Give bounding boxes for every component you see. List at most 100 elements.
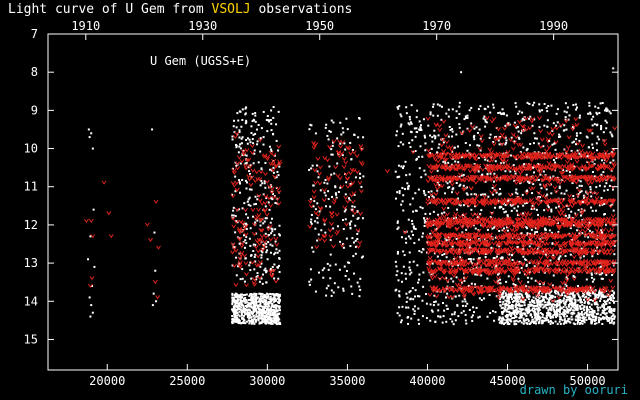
quiescence-dot [245,293,248,296]
observation-dot [606,108,609,111]
outburst-dot [253,119,256,122]
observation-dot [410,230,413,233]
quiescence-dot [608,301,611,304]
observation-dot [598,273,601,276]
fainter-than-mark [601,177,606,182]
quiescence-dot [564,302,567,305]
fainter-than-mark [435,174,441,179]
observation-dot [503,211,506,214]
quiescence-dot [257,318,260,321]
observation-dot [515,158,518,161]
observation-dot [407,322,410,325]
outburst-dot [248,170,251,173]
fainter-than-mark [483,270,489,275]
observation-dot [560,192,563,195]
quiescence-dot [611,318,614,321]
quiescence-dot [512,300,515,303]
quiescence-dot [600,292,603,295]
observation-dot [474,205,477,208]
outburst-dot [339,186,342,189]
observation-dot [507,307,510,310]
observation-dot [404,160,407,163]
quiescence-dot [587,316,590,319]
observation-dot [451,108,454,111]
observation-dot [440,118,443,121]
quiescence-dot [606,316,609,319]
quiescence-dot [591,290,594,293]
fainter-than-mark [558,156,564,161]
outburst-dot [269,251,272,254]
observation-dot [575,138,578,141]
quiescence-dot [601,293,604,296]
observation-dot [528,261,531,264]
observation-dot [491,211,494,214]
quiescence-dot [612,309,615,312]
quiescence-dot [549,291,552,294]
fainter-than-mark [236,237,242,242]
outburst-dot [354,245,357,248]
observation-dot [489,111,492,114]
quiescence-dot [506,317,509,320]
observation-dot [611,135,614,138]
outburst-dot [315,164,318,167]
quiescence-dot [534,315,537,318]
outburst-dot [253,268,256,271]
observation-dot [397,107,400,110]
fainter-than-mark [426,233,432,239]
fainter-than-mark [590,251,596,256]
observation-dot [486,228,489,231]
observation-dot [546,110,549,113]
observation-dot [404,272,407,275]
fainter-than-mark [454,201,460,206]
fainter-than-mark [249,143,255,149]
observation-dot [558,187,561,190]
fainter-than-mark [331,139,337,144]
observation-dot [612,159,615,162]
outburst-dot [358,117,361,120]
observation-dot [593,175,596,178]
observation-dot [599,273,602,276]
outburst-dot [339,240,342,243]
fainter-than-mark [527,216,533,222]
quiescence-dot [515,313,518,316]
quiescence-dot [232,318,235,321]
observation-dot [405,106,408,109]
observation-dot [605,312,608,315]
quiescence-dot [263,306,266,309]
quiescence-dot [515,302,518,305]
observation-dot [480,274,483,277]
quiescence-dot [255,307,258,310]
outburst-dot [258,280,261,283]
outburst-dot [354,176,357,179]
quiescence-dot [562,291,565,294]
fainter-than-mark [503,198,509,203]
quiescence-dot [571,297,574,300]
fainter-than-mark [345,184,351,189]
observation-dot [550,210,553,213]
outburst-dot [345,117,348,120]
fainter-than-mark [512,201,518,207]
quiescence-dot [554,296,557,299]
outburst-dot [330,173,333,176]
observation-dot [592,318,595,321]
fainter-than-mark [350,180,356,186]
quiescence-dot [578,312,581,315]
observation-dot [593,123,596,126]
fainter-than-mark [495,266,501,271]
observation-dot [603,185,606,188]
fainter-than-mark [326,177,331,182]
quiescence-dot [514,299,517,302]
outburst-dot [263,269,266,272]
observation-dot [578,116,581,119]
outburst-dot [260,256,263,259]
observation-dot [601,101,604,104]
observation-dot [431,195,434,198]
observation-dot [609,112,612,115]
fainter-than-mark [472,156,478,161]
quiescence-dot [577,293,580,296]
fainter-than-mark [431,152,437,158]
observation-dot [578,114,581,117]
observation-dot [580,208,583,211]
fainter-than-mark [526,154,532,159]
fainter-than-mark [332,197,338,202]
